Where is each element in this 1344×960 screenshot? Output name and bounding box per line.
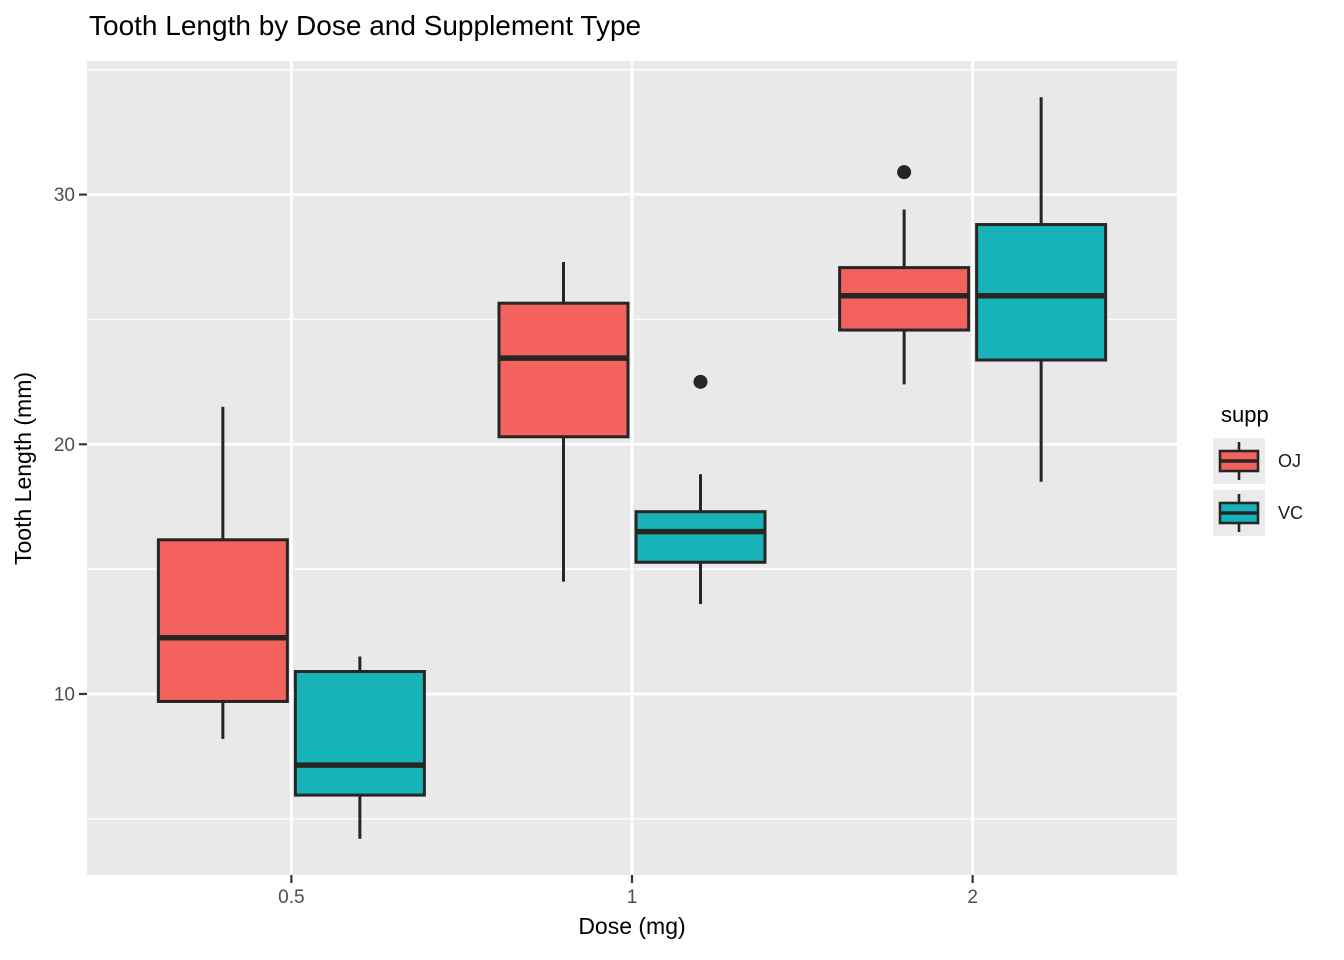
y-axis-title: Tooth Length (mm) [10, 371, 36, 565]
legend-label-oj: OJ [1278, 450, 1302, 471]
x-tick-label: 0.5 [278, 887, 304, 908]
legend: supp OJ VC [1213, 402, 1303, 542]
legend-key-vc-boxplot-glyph [1213, 490, 1265, 536]
box-OJ-2 [838, 266, 971, 332]
legend-item-oj: OJ [1213, 438, 1301, 484]
box-VC-1 [634, 510, 767, 564]
legend-title: supp [1221, 402, 1269, 427]
chart-title: Tooth Length by Dose and Supplement Type [89, 10, 642, 41]
y-tick-label: 30 [54, 185, 75, 206]
legend-item-vc: VC [1213, 490, 1303, 536]
box-VC-2 [975, 223, 1108, 362]
box-OJ-1 [497, 301, 630, 439]
box-OJ-0.5 [156, 538, 289, 703]
y-tick-label: 10 [54, 684, 75, 705]
outlier-point-OJ-2 [897, 165, 912, 180]
outlier-point-VC-1 [693, 374, 708, 389]
legend-key-oj-boxplot-glyph [1213, 438, 1265, 484]
x-tick-label: 1 [627, 887, 638, 908]
x-axis-title: Dose (mg) [578, 913, 686, 939]
x-tick-label: 2 [967, 887, 978, 908]
y-tick-label: 20 [54, 435, 75, 456]
box-VC-0.5 [293, 670, 426, 797]
legend-label-vc: VC [1278, 502, 1304, 523]
